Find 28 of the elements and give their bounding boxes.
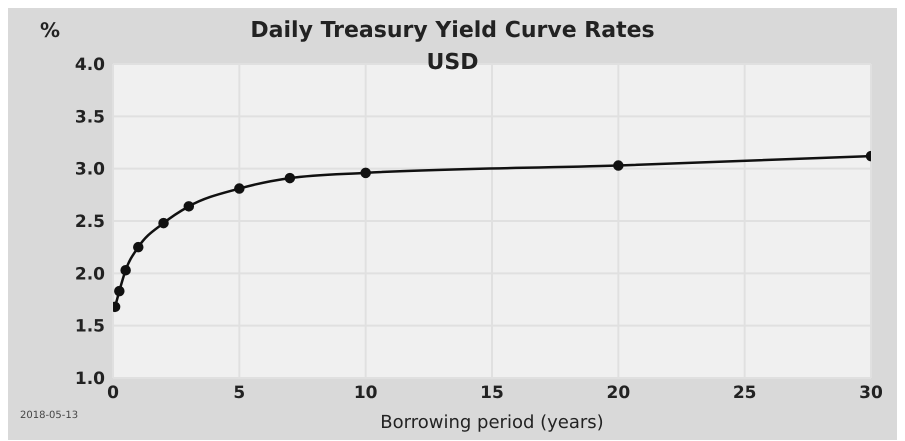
y-tick-label: 2.0 bbox=[74, 264, 106, 284]
point bbox=[120, 264, 131, 276]
y-axis-title: % bbox=[40, 18, 60, 42]
x-tick-label: 10 bbox=[354, 383, 378, 404]
point bbox=[613, 160, 624, 171]
y-tick-label: 3.0 bbox=[74, 160, 106, 180]
x-tick-label: 5 bbox=[233, 383, 246, 404]
chart-subtitle: USD bbox=[426, 50, 478, 75]
x-tick-label: 15 bbox=[480, 383, 504, 404]
point bbox=[133, 242, 144, 252]
x-tick-label: 25 bbox=[732, 383, 757, 404]
point bbox=[114, 286, 125, 296]
y-tick-label: 1.0 bbox=[74, 369, 106, 390]
point bbox=[234, 183, 245, 194]
x-axis-title: Borrowing period (years) bbox=[380, 412, 604, 433]
chart-title: Daily Treasury Yield Curve Rates bbox=[250, 18, 655, 43]
y-tick-label: 4.0 bbox=[74, 55, 106, 76]
x-tick-label: 20 bbox=[606, 383, 630, 404]
point bbox=[184, 201, 194, 212]
point bbox=[284, 172, 296, 184]
y-tick-label: 3.5 bbox=[74, 107, 105, 128]
y-tick-label: 2.5 bbox=[74, 212, 105, 232]
y-tick-label: 1.5 bbox=[74, 316, 105, 337]
point bbox=[360, 168, 371, 178]
text: 2018-05-13 bbox=[20, 410, 78, 421]
point bbox=[158, 218, 169, 228]
x-tick-label: 0 bbox=[107, 383, 120, 404]
x-tick-label: 30 bbox=[859, 383, 883, 404]
